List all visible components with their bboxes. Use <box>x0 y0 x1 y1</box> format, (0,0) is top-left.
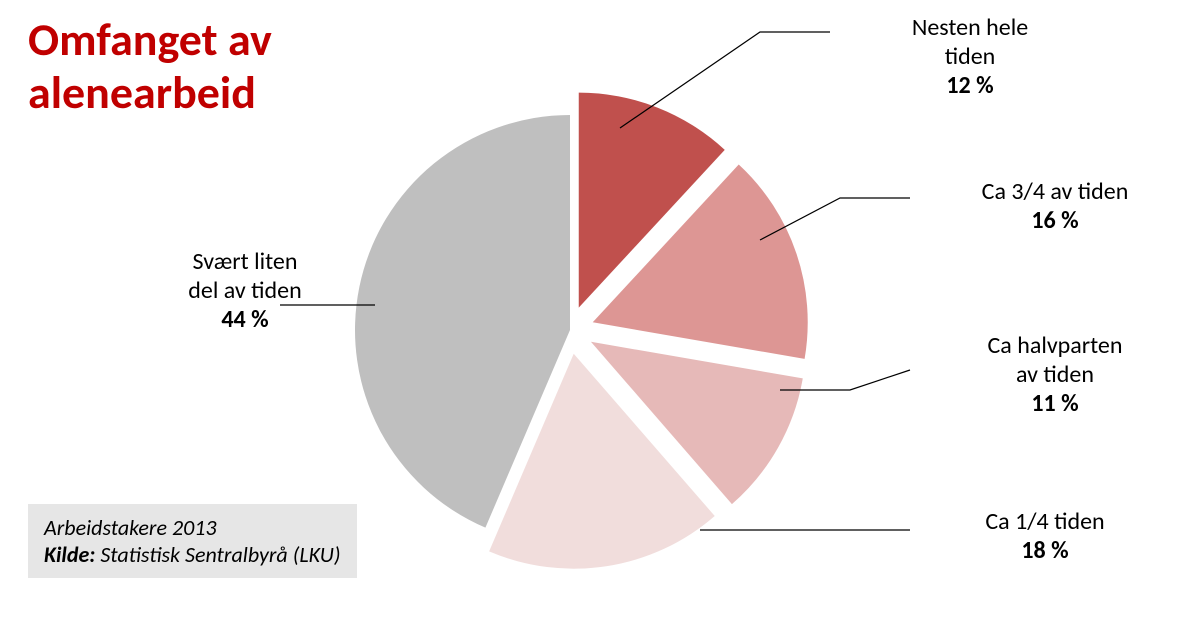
slice-label: Ca 3/4 av tiden16 % <box>915 178 1195 236</box>
slice-label: Svært litendel av tiden44 % <box>115 248 375 334</box>
chart-title: Omfanget av alenearbeid <box>28 14 272 120</box>
slice-label: Ca halvpartenav tiden11 % <box>915 332 1195 418</box>
slice-label-text: del av tiden <box>115 277 375 306</box>
slice-percent: 11 % <box>915 390 1195 419</box>
slice-label-text: av tiden <box>915 361 1195 390</box>
slice-percent: 18 % <box>915 537 1175 566</box>
source-label: Kilde: <box>44 541 95 568</box>
source-text: Statistisk Sentralbyrå (LKU) <box>100 541 340 568</box>
slice-label: Nesten heletiden12 % <box>840 14 1100 100</box>
slice-percent: 16 % <box>915 207 1195 236</box>
slice-label-text: Ca halvparten <box>915 332 1195 361</box>
source-box: Arbeidstakere 2013 Kilde: Statistisk Sen… <box>28 504 357 578</box>
slice-percent: 12 % <box>840 72 1100 101</box>
slice-label-text: tiden <box>840 43 1100 72</box>
slice-label-text: Svært liten <box>115 248 375 277</box>
source-line1: Arbeidstakere 2013 <box>44 514 341 541</box>
slice-label-text: Ca 1/4 tiden <box>915 508 1175 537</box>
slice-percent: 44 % <box>115 306 375 335</box>
slice-label-text: Nesten hele <box>840 14 1100 43</box>
slice-label-text: Ca 3/4 av tiden <box>915 178 1195 207</box>
slice-label: Ca 1/4 tiden18 % <box>915 508 1175 566</box>
